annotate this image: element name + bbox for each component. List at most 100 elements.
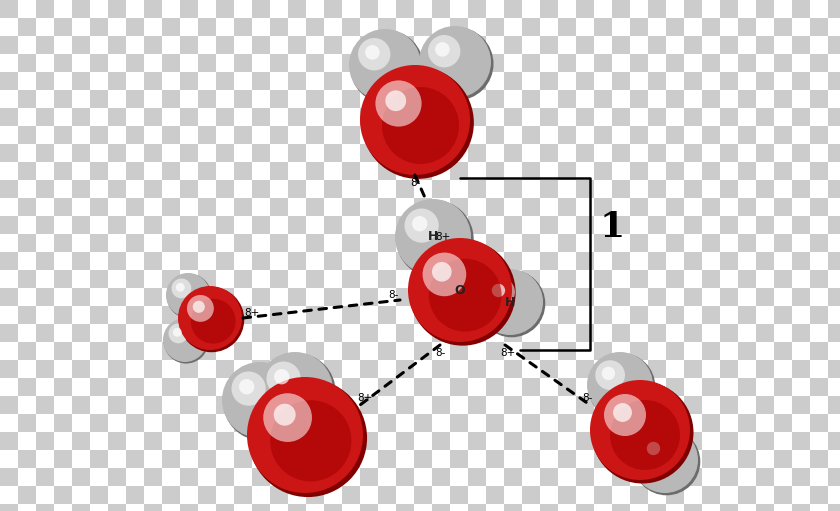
Bar <box>774 504 792 511</box>
Bar <box>648 396 666 414</box>
Bar <box>774 378 792 396</box>
Bar <box>18 72 36 90</box>
Bar <box>216 432 234 450</box>
Bar <box>162 270 180 288</box>
Bar <box>126 162 144 180</box>
Bar <box>432 432 450 450</box>
Bar <box>738 162 756 180</box>
Bar <box>720 396 738 414</box>
Bar <box>270 126 288 144</box>
Bar <box>306 252 324 270</box>
Bar <box>414 288 432 306</box>
Bar <box>234 342 252 360</box>
Bar <box>126 270 144 288</box>
Circle shape <box>478 270 545 337</box>
Bar <box>738 486 756 504</box>
Bar <box>828 72 840 90</box>
Bar <box>486 36 504 54</box>
Bar <box>558 90 576 108</box>
Bar <box>684 180 702 198</box>
Bar <box>324 72 342 90</box>
Bar <box>72 486 90 504</box>
Bar <box>702 234 720 252</box>
Bar <box>738 198 756 216</box>
Bar <box>468 378 486 396</box>
Bar <box>360 252 378 270</box>
Text: 1: 1 <box>600 210 625 244</box>
Bar <box>702 180 720 198</box>
Bar <box>198 306 216 324</box>
Bar <box>432 198 450 216</box>
Bar <box>738 54 756 72</box>
Bar <box>558 180 576 198</box>
Bar <box>738 288 756 306</box>
Bar <box>18 486 36 504</box>
Bar <box>198 234 216 252</box>
Circle shape <box>432 262 452 282</box>
Text: O: O <box>454 284 465 296</box>
Bar <box>684 252 702 270</box>
Bar <box>468 252 486 270</box>
Bar <box>450 108 468 126</box>
Bar <box>162 450 180 468</box>
Bar <box>36 504 54 511</box>
Bar <box>180 324 198 342</box>
Bar <box>630 288 648 306</box>
Bar <box>216 180 234 198</box>
Bar <box>486 252 504 270</box>
Bar <box>432 342 450 360</box>
Bar <box>540 180 558 198</box>
Bar <box>324 486 342 504</box>
Bar <box>468 270 486 288</box>
Bar <box>18 162 36 180</box>
Bar <box>558 270 576 288</box>
Circle shape <box>365 45 380 60</box>
Bar <box>720 234 738 252</box>
Bar <box>432 414 450 432</box>
Bar <box>234 90 252 108</box>
Bar <box>54 108 72 126</box>
Bar <box>144 54 162 72</box>
Bar <box>828 414 840 432</box>
Circle shape <box>410 240 516 345</box>
Bar <box>648 324 666 342</box>
Bar <box>198 432 216 450</box>
Bar <box>306 108 324 126</box>
Bar <box>450 360 468 378</box>
Bar <box>306 432 324 450</box>
Bar <box>522 360 540 378</box>
Bar <box>738 144 756 162</box>
Circle shape <box>428 259 501 332</box>
Bar <box>288 126 306 144</box>
Bar <box>54 216 72 234</box>
Bar <box>450 432 468 450</box>
Bar <box>558 288 576 306</box>
Bar <box>216 144 234 162</box>
Bar <box>342 72 360 90</box>
Bar <box>468 450 486 468</box>
Bar <box>234 414 252 432</box>
Bar <box>18 342 36 360</box>
Circle shape <box>362 66 474 179</box>
Bar <box>648 0 666 18</box>
Bar <box>324 216 342 234</box>
Circle shape <box>591 382 694 483</box>
Bar <box>126 216 144 234</box>
Bar <box>108 180 126 198</box>
Bar <box>360 162 378 180</box>
Bar <box>198 90 216 108</box>
Bar <box>522 486 540 504</box>
Bar <box>486 396 504 414</box>
Bar <box>630 360 648 378</box>
Bar <box>468 72 486 90</box>
Bar <box>702 396 720 414</box>
Bar <box>594 324 612 342</box>
Bar <box>702 0 720 18</box>
Bar <box>720 126 738 144</box>
Bar <box>774 324 792 342</box>
Bar <box>54 234 72 252</box>
Bar <box>432 396 450 414</box>
Bar <box>432 180 450 198</box>
Bar <box>648 270 666 288</box>
Bar <box>252 126 270 144</box>
